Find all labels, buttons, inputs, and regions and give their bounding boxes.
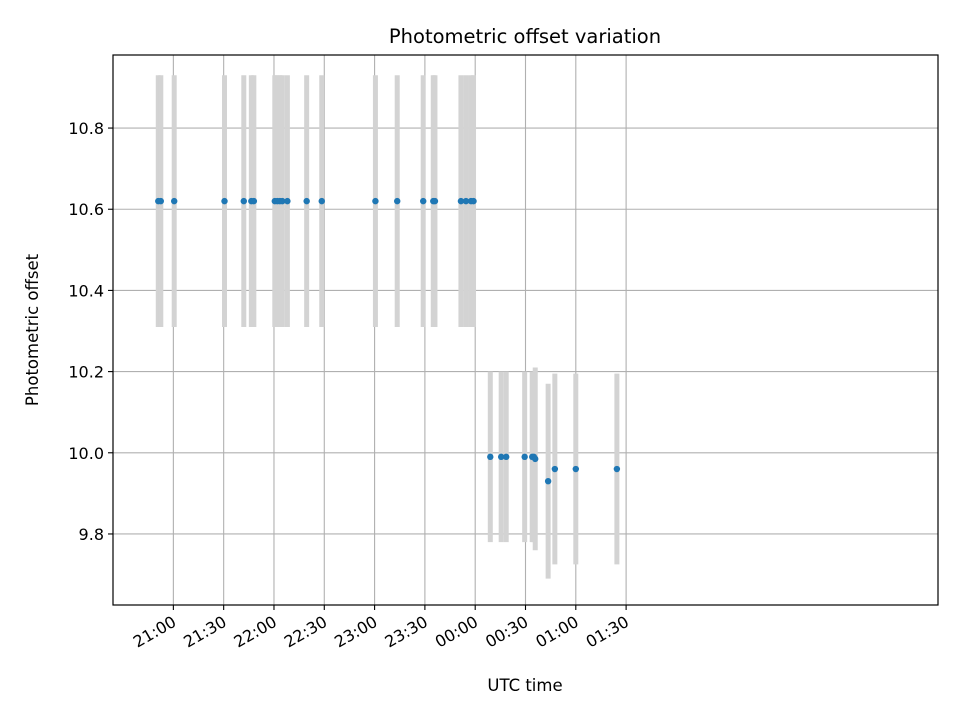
data-point	[279, 197, 286, 205]
data-point	[457, 197, 465, 205]
y-tick-label: 10.4	[68, 281, 104, 300]
y-tick-label: 10.0	[68, 444, 104, 463]
data-point	[521, 453, 528, 461]
x-tick-label: 01:00	[532, 612, 581, 652]
data-point	[157, 197, 164, 205]
x-tick-label: 23:00	[331, 612, 380, 652]
x-tick-label: 00:30	[482, 612, 531, 652]
x-tick-label: 22:00	[231, 612, 280, 652]
data-point	[544, 477, 552, 485]
error-bars	[155, 75, 620, 579]
data-point	[613, 465, 621, 473]
data-point	[171, 197, 178, 205]
y-tick-label: 10.6	[68, 200, 104, 219]
data-point	[497, 453, 505, 461]
data-point	[551, 465, 559, 473]
data-point	[221, 197, 228, 205]
data-point	[420, 197, 427, 205]
y-tick-label: 9.8	[79, 525, 104, 544]
data-point	[487, 453, 494, 461]
data-point	[250, 197, 258, 205]
x-axis-label: UTC time	[487, 676, 562, 695]
data-point	[462, 197, 470, 205]
data-points	[155, 197, 621, 485]
data-point	[318, 197, 325, 205]
y-axis-ticks: 9.8 10.0 10.2 10.4 10.6 10.8	[68, 119, 113, 544]
x-tick-label: 21:30	[180, 612, 229, 652]
data-point	[470, 197, 477, 205]
data-point	[303, 197, 310, 205]
data-point	[394, 197, 401, 205]
y-tick-label: 10.8	[68, 119, 104, 138]
x-axis-ticks: 21:00 21:30 22:00 22:30 23:00 23:30 00:00 00:30…	[130, 605, 632, 652]
y-tick-label: 10.2	[68, 363, 104, 382]
data-point	[503, 453, 510, 461]
x-tick-label: 22:30	[281, 612, 330, 652]
y-axis-label: Photometric offset	[23, 253, 42, 406]
data-point	[572, 465, 580, 473]
x-tick-label: 01:30	[583, 612, 632, 652]
data-point	[431, 197, 439, 205]
x-tick-label: 23:30	[381, 612, 430, 652]
data-point	[284, 197, 291, 205]
x-tick-label: 00:00	[432, 612, 481, 652]
chart-title: Photometric offset variation	[389, 25, 661, 48]
data-point	[532, 455, 539, 463]
data-point	[372, 197, 379, 205]
data-point	[240, 197, 247, 205]
x-tick-label: 21:00	[130, 612, 179, 652]
